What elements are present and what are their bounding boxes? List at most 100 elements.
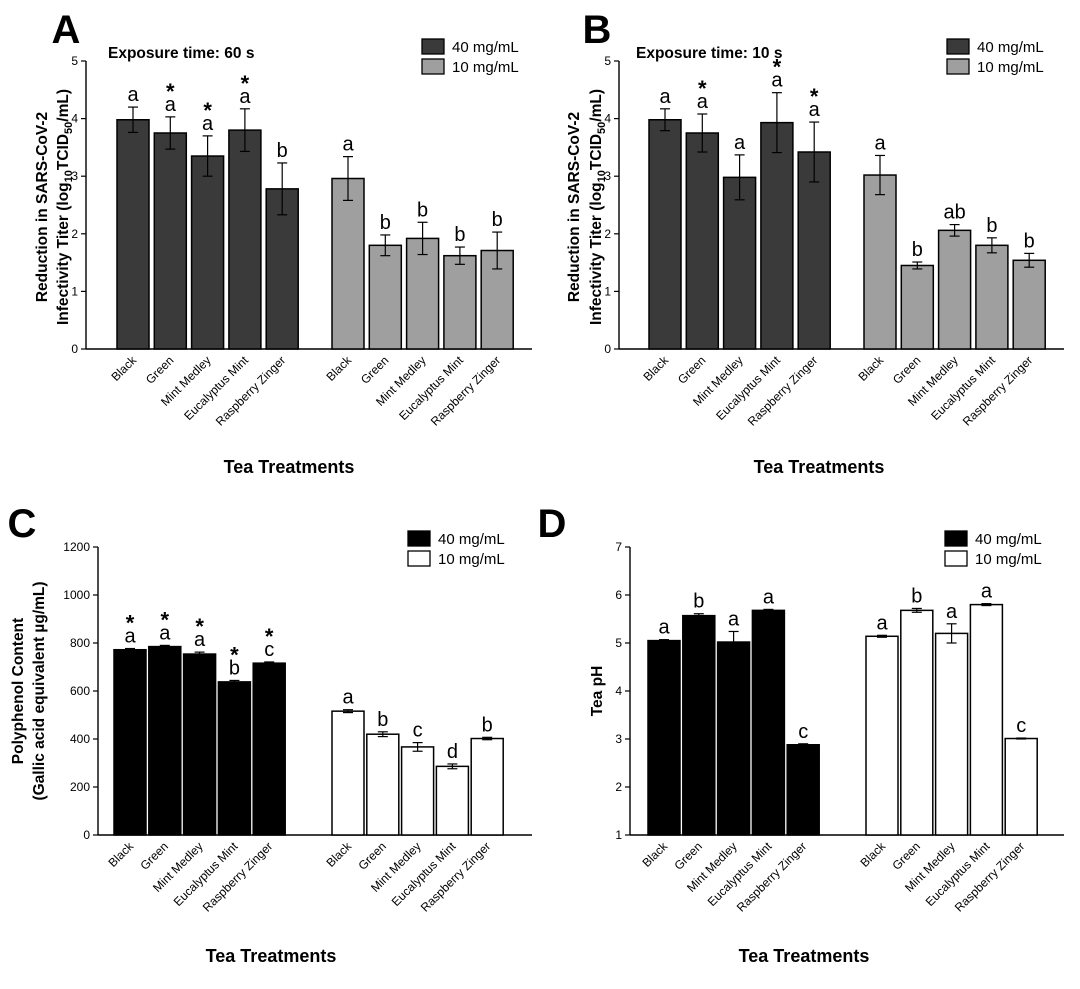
x-tick-label: Black	[855, 353, 886, 384]
x-tick-label: Black	[323, 839, 354, 870]
significance-letter: b	[417, 199, 428, 221]
y-tick-label: 3	[615, 732, 622, 746]
significance-letter: d	[447, 741, 458, 763]
bar	[760, 121, 794, 350]
bar	[863, 174, 897, 350]
legend-label: 40 mg/mL	[977, 39, 1044, 56]
bar	[435, 765, 470, 836]
significance-letter: c	[798, 721, 808, 743]
panel-a: A Exposure time: 60 s 0 1 2 3 4 5 Reduction in S…	[34, 8, 532, 477]
y-axis-label: Tea pH	[589, 666, 606, 717]
x-tick-label: Black	[639, 839, 670, 870]
y-tick-label: 2	[604, 227, 611, 241]
bar	[252, 662, 286, 836]
y-tick-label: 5	[604, 54, 611, 68]
y-tick-label: 4	[71, 112, 78, 126]
significance-star: *	[195, 614, 204, 639]
significance-letter: ab	[943, 202, 965, 224]
significance-letter: a	[658, 617, 670, 639]
significance-letter: a	[202, 113, 214, 135]
bar	[1004, 737, 1038, 836]
panel-subtitle: Exposure time: 10 s	[636, 45, 782, 62]
x-tick-label: Eucalyptus Mint	[713, 353, 783, 423]
significance-star: *	[810, 84, 819, 109]
significance-letter: b	[277, 140, 288, 162]
bar	[865, 635, 899, 836]
panel-letter: B	[583, 8, 612, 52]
y-axis-label-part: /mL)	[588, 89, 605, 122]
y-tick-label: 800	[70, 636, 90, 650]
y-axis-label-line1: Reduction in SARS-CoV-2	[34, 112, 51, 302]
significance-star: *	[241, 71, 250, 96]
significance-letter: a	[124, 626, 136, 648]
legend-swatch	[407, 530, 431, 547]
significance-letter: b	[377, 709, 388, 731]
legend-label: 10 mg/mL	[452, 59, 519, 76]
bar	[751, 609, 786, 836]
y-axis-label-line2: (Gallic acid equivalent µg/mL)	[31, 581, 48, 800]
significance-letter: b	[229, 657, 240, 679]
significance-letter: c	[264, 639, 274, 661]
y-axis-label-line2: Infectivity Titer (log10TCID50/mL)	[588, 89, 608, 325]
x-tick-label: Raspberry Zinger	[213, 353, 288, 428]
x-tick-label: Green	[890, 353, 923, 386]
bar	[470, 737, 504, 836]
bar	[934, 632, 969, 836]
significance-letter: b	[492, 209, 503, 231]
y-axis-label-part: /mL)	[55, 89, 72, 122]
y-tick-label: 1200	[63, 540, 90, 554]
y-axis-label-part: Infectivity Titer (log	[55, 182, 72, 325]
panel-subtitle: Exposure time: 60 s	[108, 45, 254, 62]
significance-letter: b	[482, 714, 493, 736]
significance-star: *	[166, 79, 175, 104]
x-tick-label: Black	[857, 839, 888, 870]
bar	[786, 744, 820, 836]
y-tick-label: 2	[615, 780, 622, 794]
bar	[113, 648, 147, 836]
significance-star: *	[126, 611, 135, 636]
bar	[937, 229, 972, 350]
y-axis-label-part: 50	[63, 122, 75, 134]
y-tick-label: 1	[615, 828, 622, 842]
y-tick-label: 4	[604, 112, 611, 126]
y-tick-label: 0	[83, 828, 90, 842]
legend-swatch	[946, 58, 970, 75]
panel-d: D 1 2 3 4 5 6 7 Tea pH Tea Treatments a Black b Green…	[538, 502, 1064, 966]
significance-star: *	[265, 624, 274, 649]
significance-letter: a	[165, 94, 177, 116]
y-tick-label: 5	[71, 54, 78, 68]
x-tick-label: Green	[143, 353, 176, 386]
bar	[722, 176, 757, 350]
significance-letter: a	[159, 622, 171, 644]
y-tick-label: 6	[615, 588, 622, 602]
bar	[685, 132, 720, 350]
significance-letter: b	[911, 585, 922, 607]
x-tick-label: Black	[323, 353, 354, 384]
bar	[228, 129, 262, 350]
bar	[969, 603, 1004, 836]
bar	[331, 177, 365, 350]
significance-letter: b	[454, 224, 465, 246]
bar	[405, 237, 440, 350]
y-tick-label: 3	[604, 169, 611, 183]
bar	[182, 653, 217, 836]
legend-label: 10 mg/mL	[975, 551, 1042, 568]
significance-letter: a	[127, 84, 139, 106]
bar	[682, 614, 716, 836]
bar	[116, 119, 150, 350]
x-tick-label: Raspberry Zinger	[960, 353, 1035, 428]
bar	[975, 244, 1009, 350]
x-tick-label: Green	[889, 839, 922, 872]
x-tick-label: Green	[671, 839, 704, 872]
legend-swatch	[407, 550, 431, 567]
panel-c: C 0 200 400 600 800 1000 1200 Polyphenol Content…	[8, 502, 532, 966]
significance-star: *	[161, 607, 170, 632]
significance-letter: a	[734, 132, 746, 154]
y-tick-label: 400	[70, 732, 90, 746]
bar	[153, 132, 188, 350]
bar	[900, 609, 934, 836]
x-tick-label: Eucalyptus Mint	[396, 353, 466, 423]
significance-letter: b	[986, 215, 997, 237]
bar	[190, 155, 225, 350]
